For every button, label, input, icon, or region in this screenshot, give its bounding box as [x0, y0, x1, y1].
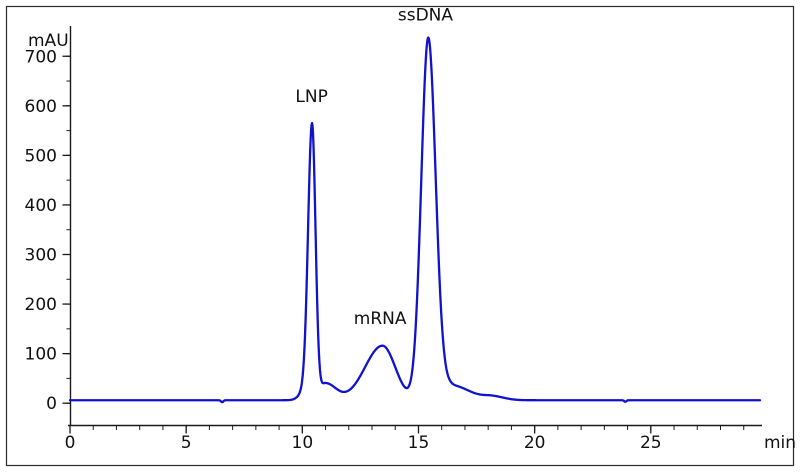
- y-tick-label: 0: [46, 394, 57, 414]
- y-tick-label: 500: [25, 146, 57, 166]
- y-tick-label: 700: [25, 47, 57, 67]
- x-tick-label: 0: [65, 433, 76, 453]
- y-tick-label: 600: [25, 97, 57, 117]
- peak-label-LNP: LNP: [295, 87, 327, 107]
- peak-label-mRNA: mRNA: [354, 309, 407, 329]
- y-tick-label: 200: [25, 295, 57, 315]
- x-tick-label: 5: [181, 433, 192, 453]
- y-tick-label: 300: [25, 246, 57, 266]
- y-tick-label: 400: [25, 196, 57, 216]
- x-tick-label: 25: [640, 433, 662, 453]
- x-tick-label: 10: [292, 433, 314, 453]
- figure-border: [5, 5, 795, 467]
- peak-label-ssDNA: ssDNA: [398, 6, 454, 26]
- y-axis-unit-label: mAU: [28, 31, 69, 51]
- y-tick-label: 100: [25, 345, 57, 365]
- x-axis-unit-label: min: [764, 433, 796, 453]
- x-tick-label: 20: [524, 433, 546, 453]
- chromatogram-trace: [68, 36, 762, 404]
- x-tick-label: 15: [408, 433, 430, 453]
